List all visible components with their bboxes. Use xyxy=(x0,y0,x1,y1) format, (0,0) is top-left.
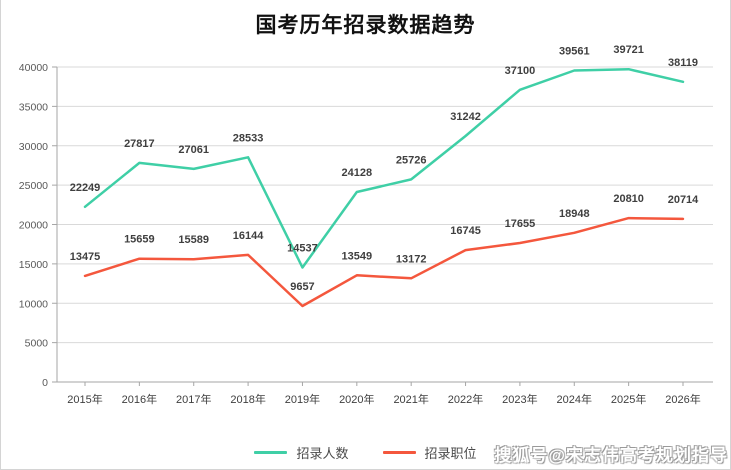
y-gridlines xyxy=(57,66,713,344)
x-tick-label: 2023年 xyxy=(502,392,537,406)
line-chart: 0 5000 10000 15000 20000 25000 30000 35000 40000… xyxy=(19,44,713,406)
y-axis-labels: 0 5000 10000 15000 20000 25000 30000 35000 40000 xyxy=(19,62,48,389)
y-tick-label: 5000 xyxy=(25,338,49,350)
data-label: 17655 xyxy=(505,218,536,230)
data-label: 39721 xyxy=(613,44,644,56)
x-tick-label: 2020年 xyxy=(339,392,374,406)
recruits-line-swatch xyxy=(254,451,288,454)
chart-legend: 招录人数 招录职位 xyxy=(0,443,731,462)
y-tick-label: 15000 xyxy=(19,259,48,271)
legend-item-positions: 招录职位 xyxy=(382,443,477,462)
legend-label-positions: 招录职位 xyxy=(424,446,477,461)
positions-line-swatch xyxy=(382,451,416,454)
data-label: 27817 xyxy=(124,138,155,150)
data-label: 15589 xyxy=(178,234,209,246)
data-label: 13475 xyxy=(70,251,101,263)
x-tick-label: 2021年 xyxy=(393,392,428,406)
y-tick-label: 0 xyxy=(42,377,48,389)
recruits-line-labels: 22249 27817 27061 28533 14537 24128 25726 31242… xyxy=(70,44,698,254)
y-tick-label: 25000 xyxy=(19,180,48,192)
y-tick-label: 20000 xyxy=(19,220,48,232)
data-label: 31242 xyxy=(450,111,481,123)
data-label: 14537 xyxy=(287,243,318,255)
x-tick-label: 2024年 xyxy=(557,392,592,406)
data-label: 27061 xyxy=(178,144,209,156)
data-label: 25726 xyxy=(396,154,427,166)
data-label: 18948 xyxy=(559,208,590,220)
x-tick-label: 2025年 xyxy=(611,392,646,406)
data-label: 15659 xyxy=(124,234,155,246)
y-tick-label: 40000 xyxy=(19,62,48,74)
x-tick-label: 2026年 xyxy=(665,392,700,406)
x-tick-label: 2022年 xyxy=(448,392,483,406)
y-tick-label: 30000 xyxy=(19,141,48,153)
y-tick-label: 10000 xyxy=(19,298,48,310)
legend-label-recruits: 招录人数 xyxy=(296,446,349,461)
y-axis-ticks xyxy=(52,66,57,383)
recruits-line xyxy=(83,67,685,269)
y-tick-label: 35000 xyxy=(19,101,48,113)
x-tick-label: 2019年 xyxy=(285,392,320,406)
x-axis-labels: 2015年 2016年 2017年 2018年 2019年 2020年 2021年 2022年… xyxy=(67,382,701,406)
data-label: 20810 xyxy=(613,193,644,205)
data-label: 22249 xyxy=(70,182,101,194)
positions-line-labels: 13475 15659 15589 16144 9657 13549 13172 16745 1… xyxy=(70,193,699,293)
x-tick-label: 2017年 xyxy=(176,392,211,406)
data-label: 24128 xyxy=(342,167,373,179)
positions-line xyxy=(83,216,685,308)
data-label: 16745 xyxy=(450,225,481,237)
x-tick-label: 2018年 xyxy=(230,392,265,406)
watermark: 搜狐号@宋志伟高考规划指导 xyxy=(494,446,728,465)
data-label: 20714 xyxy=(668,194,699,206)
data-label: 9657 xyxy=(290,281,314,293)
data-label: 28533 xyxy=(233,132,264,144)
data-label: 13172 xyxy=(396,253,427,265)
chart-title: 国考历年招录数据趋势 xyxy=(255,14,476,37)
data-label: 38119 xyxy=(668,57,698,69)
data-label: 37100 xyxy=(505,65,536,77)
data-label: 39561 xyxy=(559,45,590,57)
data-label: 16144 xyxy=(233,230,264,242)
legend-item-recruits: 招录人数 xyxy=(254,443,349,462)
data-label: 13549 xyxy=(342,250,373,262)
x-tick-label: 2016年 xyxy=(122,392,157,406)
x-tick-label: 2015年 xyxy=(67,392,102,406)
